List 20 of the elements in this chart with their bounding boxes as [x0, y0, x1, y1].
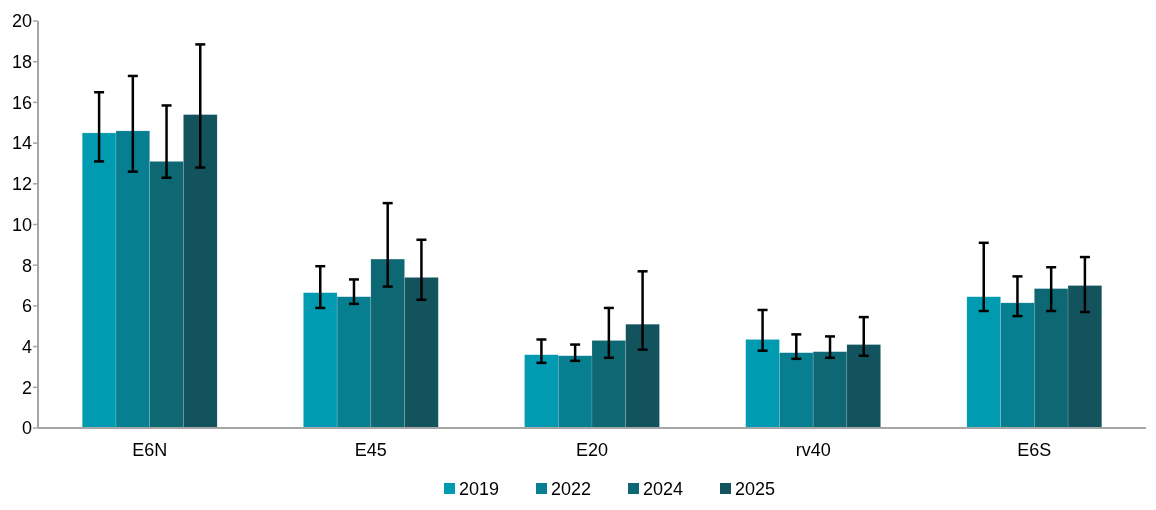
x-tick-label: rv40 — [795, 440, 831, 460]
y-tick-label: 8 — [21, 255, 32, 276]
legend-label: 2024 — [643, 479, 684, 500]
y-tick-label: 14 — [11, 133, 32, 154]
y-tick-label: 10 — [11, 214, 32, 235]
y-tick-label: 6 — [21, 296, 32, 317]
y-tick-label: 20 — [11, 11, 32, 32]
x-tick-label: E6S — [1017, 440, 1052, 460]
y-tick-label: 12 — [11, 174, 32, 195]
x-tick-label: E45 — [354, 440, 387, 460]
x-tick-label: E20 — [575, 440, 609, 460]
x-tick-label: E6N — [132, 440, 168, 460]
legend-label: 2022 — [551, 479, 592, 500]
y-tick-label: 18 — [11, 52, 32, 72]
y-tick-label: 2 — [21, 377, 32, 398]
y-tick-label: 4 — [21, 336, 32, 357]
y-tick-label: 0 — [21, 418, 32, 439]
legend-label: 2025 — [735, 479, 776, 500]
legend-label: 2019 — [459, 479, 500, 500]
y-tick-label: 16 — [11, 92, 32, 113]
